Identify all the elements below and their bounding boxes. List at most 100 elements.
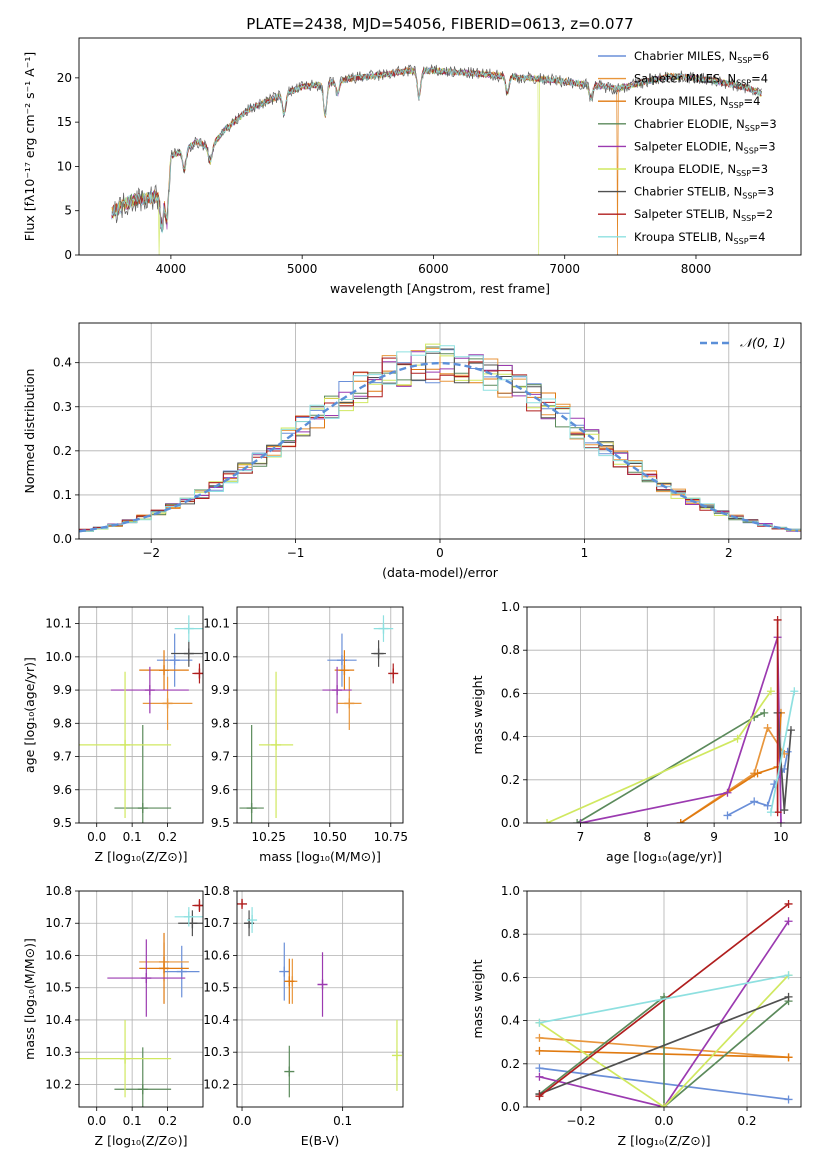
legend-label: Salpeter MILES, NSSP=4 — [634, 72, 768, 88]
x-tick-label: 0.2 — [737, 1114, 756, 1128]
hist-kroupa-stelib — [79, 345, 801, 532]
point-marker — [159, 963, 170, 974]
y-tick-label: 9.6 — [211, 783, 230, 797]
series-marker — [535, 1046, 544, 1055]
series-marker — [723, 811, 732, 820]
y-axis-label: age [log₁₀(age/yr)] — [22, 657, 37, 773]
errorbar-point-salpeter-stelib — [192, 663, 203, 684]
x-tick-label: 0.0 — [87, 830, 106, 844]
panel-age_vs_mass: 10.25 10.50 10.75 9.5 9.6 9.7 9.8 9.9 10.0 10.1 ma… — [203, 606, 408, 864]
y-tick-label: 9.7 — [53, 750, 72, 764]
y-tick-label: 10.2 — [203, 1077, 230, 1091]
y-tick-label: 10.6 — [203, 948, 230, 962]
series-line — [680, 725, 786, 823]
x-tick-label: 0.0 — [87, 1114, 106, 1128]
y-tick-label: 9.8 — [53, 716, 72, 730]
x-axis-label: E(B-V) — [301, 1133, 340, 1148]
x-tick-label: 5000 — [287, 262, 318, 276]
y-tick-label: 9.8 — [211, 716, 230, 730]
panel-mass_vs_Z: 0.0 0.1 0.2 10.2 10.3 10.4 10.5 10.6 10.7 10.8 Z [… — [22, 884, 204, 1148]
panel-spectrum: 4000 5000 6000 7000 8000 0 5 10 15 20 wavelength [… — [22, 37, 802, 296]
y-tick-label: 0.4 — [501, 1014, 520, 1028]
x-tick-label: 8 — [643, 830, 651, 844]
axes-frame — [526, 606, 802, 824]
y-tick-label: 0.0 — [501, 1100, 520, 1114]
point-marker — [169, 655, 180, 666]
spectrum-legend: Chabrier MILES, NSSP=6 Salpeter MILES, NS… — [598, 49, 777, 246]
series-marker — [773, 615, 782, 624]
series-marker — [780, 806, 789, 815]
series-marker — [763, 801, 772, 810]
y-tick-label: 0.1 — [53, 488, 72, 502]
plot-area-spectrum — [111, 63, 762, 255]
errorbar-point-chabrier-miles — [327, 633, 357, 687]
y-tick-label: 10.0 — [45, 650, 72, 664]
errorbar-point-kroupa-elodie — [258, 671, 294, 819]
series-line — [538, 903, 790, 1097]
y-tick-label: 15 — [57, 115, 72, 129]
y-tick-label: 0.0 — [501, 816, 520, 830]
x-tick-label: 0 — [436, 546, 444, 560]
x-tick-label: −2 — [142, 546, 160, 560]
panel-massweight_vs_Z: −0.2 0.0 0.2 0.0 0.2 0.4 0.6 0.8 1.0 Z [log₁₀(Z/Z… — [470, 884, 802, 1148]
errorbar-point-chabrier-miles — [279, 942, 290, 1001]
errorbar-point-kroupa-elodie — [79, 1019, 172, 1098]
series-marker — [535, 1072, 544, 1081]
series-marker — [786, 726, 795, 735]
series-line — [680, 712, 782, 823]
spectrum-line-kroupa-stelib — [111, 67, 762, 234]
x-tick-label: 7 — [577, 830, 585, 844]
x-tick-label: 0.1 — [123, 830, 142, 844]
y-tick-label: 10.5 — [45, 981, 72, 995]
plot-area-massweight_vs_Z — [527, 891, 801, 1107]
panel-massweight_vs_age: 7 8 9 10 0.0 0.2 0.4 0.6 0.8 1.0 age [log₁₀(age/yr… — [470, 600, 802, 864]
series-marker — [753, 769, 762, 778]
x-tick-label: 10.75 — [374, 830, 408, 844]
legend-label: Kroupa ELODIE, NSSP=3 — [634, 162, 768, 178]
series-marker — [535, 1033, 544, 1042]
x-tick-label: 8000 — [681, 262, 712, 276]
plot-area-mass_vs_ebv — [237, 891, 403, 1107]
x-axis-label: Z [log₁₀(Z/Z⊙)] — [95, 1133, 188, 1148]
panel-mass_vs_ebv: 0.0 0.1 10.2 10.3 10.4 10.5 10.6 10.7 10.8 E(B-V) — [203, 884, 404, 1148]
errorbar-point-chabrier-stelib — [178, 910, 203, 937]
x-tick-label: 7000 — [549, 262, 580, 276]
y-axis-label: Flux [fλ10⁻¹⁷ erg cm⁻² s⁻¹ A⁻¹] — [22, 52, 37, 241]
series-marker — [543, 819, 552, 823]
x-tick-label: 1 — [581, 546, 589, 560]
errorbar-point-kroupa-elodie — [391, 1019, 402, 1091]
errorbar-point-kroupa-miles — [284, 958, 295, 1004]
point-marker — [388, 668, 399, 679]
series-marker — [784, 971, 793, 980]
x-tick-label: 10 — [773, 830, 788, 844]
y-tick-label: 10.3 — [45, 1045, 72, 1059]
y-tick-label: 10.8 — [45, 884, 72, 898]
y-tick-label: 0.4 — [53, 356, 72, 370]
point-marker — [120, 1053, 131, 1064]
series-marker — [535, 1018, 544, 1027]
legend-label: Salpeter ELODIE, NSSP=3 — [634, 139, 776, 155]
series-marker — [784, 992, 793, 1001]
gaussian-legend-label: 𝒩(0, 1) — [740, 335, 786, 350]
point-marker — [120, 739, 131, 750]
series-line — [539, 974, 789, 1024]
errorbar-point-kroupa-stelib — [174, 615, 203, 642]
x-axis-label: Z [log₁₀(Z/Z⊙)] — [618, 1133, 711, 1148]
point-marker — [317, 979, 328, 990]
series-marker — [535, 1092, 544, 1101]
y-tick-label: 10.1 — [45, 617, 72, 631]
y-axis-label: mass weight — [470, 675, 485, 754]
point-marker — [344, 698, 355, 709]
y-tick-label: 0.2 — [53, 444, 72, 458]
x-tick-label: 10.25 — [252, 830, 286, 844]
errorbar-point-salpeter-elodie — [110, 666, 189, 714]
errorbar-point-chabrier-stelib — [171, 640, 203, 667]
axes-frame — [236, 606, 404, 824]
point-marker — [391, 1050, 402, 1061]
errorbar-point-kroupa-elodie — [79, 671, 172, 819]
y-tick-label: 10.7 — [203, 916, 230, 930]
series-marker — [760, 708, 769, 717]
axes-frame — [236, 890, 404, 1108]
errorbar-point-chabrier-miles — [156, 633, 193, 687]
legend-label: Chabrier STELIB, NSSP=3 — [634, 185, 774, 201]
